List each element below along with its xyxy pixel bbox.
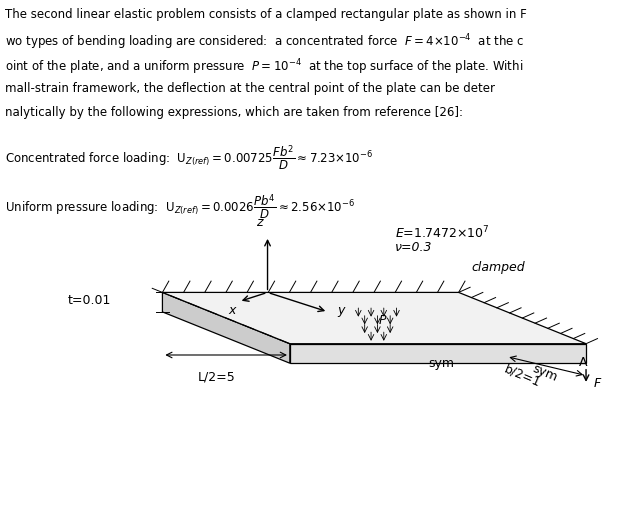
Text: The second linear elastic problem consists of a clamped rectangular plate as sho: The second linear elastic problem consis… [5,8,527,21]
Polygon shape [162,292,586,344]
Text: $E$=1.7472×10$^7$: $E$=1.7472×10$^7$ [395,225,489,241]
Text: A: A [578,356,587,368]
Text: z: z [256,216,262,229]
Text: F: F [594,377,601,390]
Text: wo types of bending loading are considered:  a concentrated force  $F=4{\times}1: wo types of bending loading are consider… [5,32,524,52]
Text: b/2=1: b/2=1 [502,362,543,389]
Text: y: y [337,304,345,317]
Text: oint of the plate, and a uniform pressure  $P=10^{-4}$  at the top surface of th: oint of the plate, and a uniform pressur… [5,57,524,76]
Text: mall-strain framework, the deflection at the central point of the plate can be d: mall-strain framework, the deflection at… [5,82,495,94]
Polygon shape [290,344,586,363]
Text: nalytically by the following expressions, which are taken from reference [26]:: nalytically by the following expressions… [5,106,463,119]
Text: P: P [379,314,386,327]
Text: t=0.01: t=0.01 [68,293,111,307]
Text: x: x [229,304,236,317]
Text: clamped: clamped [471,262,525,274]
Text: sym: sym [428,357,454,369]
Text: sym: sym [530,362,559,384]
Text: Uniform pressure loading:  $\mathrm{U}_{Z(ref)}=0.0026\dfrac{Pb^{4}}{D}\approx 2: Uniform pressure loading: $\mathrm{U}_{Z… [5,192,355,222]
Text: Concentrated force loading:  $\mathrm{U}_{Z(ref)}=0.00725\dfrac{Fb^{2}}{D}\appro: Concentrated force loading: $\mathrm{U}_… [5,144,373,173]
Polygon shape [162,292,290,363]
Text: L/2=5: L/2=5 [197,370,236,384]
Text: ν=0.3: ν=0.3 [395,241,433,254]
